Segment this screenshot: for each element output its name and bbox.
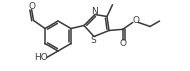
Text: O: O — [28, 2, 35, 11]
Text: S: S — [91, 36, 96, 45]
Text: N: N — [92, 7, 98, 16]
Text: O: O — [132, 16, 139, 25]
Text: HO: HO — [34, 53, 48, 62]
Text: O: O — [120, 39, 126, 48]
